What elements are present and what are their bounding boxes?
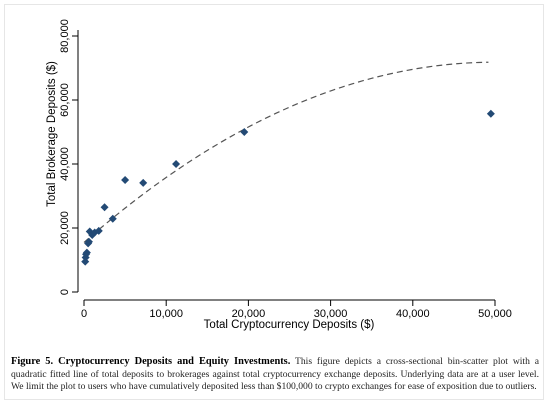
y-tick-label: 40,000: [59, 147, 71, 181]
data-point: [94, 226, 103, 235]
x-ticks: 0 10,000 20,000 30,000 40,000 50,000: [81, 300, 512, 320]
x-tick-label: 30,000: [314, 308, 348, 320]
figure-frame: [4, 4, 544, 400]
data-point: [139, 178, 148, 187]
data-point: [82, 248, 91, 257]
data-point: [240, 128, 249, 136]
caption-title: Figure 5. Cryptocurrency Deposits and Eq…: [11, 356, 291, 367]
axes: [77, 30, 495, 301]
y-tick-label: 20,000: [59, 211, 71, 245]
data-point: [100, 203, 109, 212]
data-points: [81, 109, 495, 266]
x-tick-label: 40,000: [396, 308, 430, 320]
x-axis-title: Total Cryptocurrency Deposits ($): [204, 319, 375, 331]
x-tick-label: 50,000: [478, 308, 512, 320]
y-tick-label: 60,000: [59, 83, 71, 117]
figure-caption: Figure 5. Cryptocurrency Deposits and Eq…: [11, 356, 539, 394]
y-tick-label: 80,000: [59, 19, 71, 53]
caption-text: This figure depicts a cross-sectional bi…: [11, 356, 539, 392]
scatter-chart: 0 20,000 40,000 60,000 80,000 0 10,000 20,000 3…: [46, 19, 512, 331]
x-tick-label: 20,000: [232, 308, 266, 320]
x-tick-label: 0: [81, 308, 87, 320]
y-tick-label: 0: [59, 289, 71, 295]
data-point: [84, 237, 93, 246]
y-ticks: 0 20,000 40,000 60,000 80,000: [59, 19, 78, 295]
data-point: [486, 109, 495, 118]
x-tick-label: 10,000: [149, 308, 183, 320]
data-point: [121, 176, 130, 184]
y-axis-title: Total Brokerage Deposits ($): [46, 61, 58, 207]
data-point: [108, 214, 117, 223]
quadratic-fit-line: [83, 61, 489, 243]
data-point: [172, 160, 181, 168]
